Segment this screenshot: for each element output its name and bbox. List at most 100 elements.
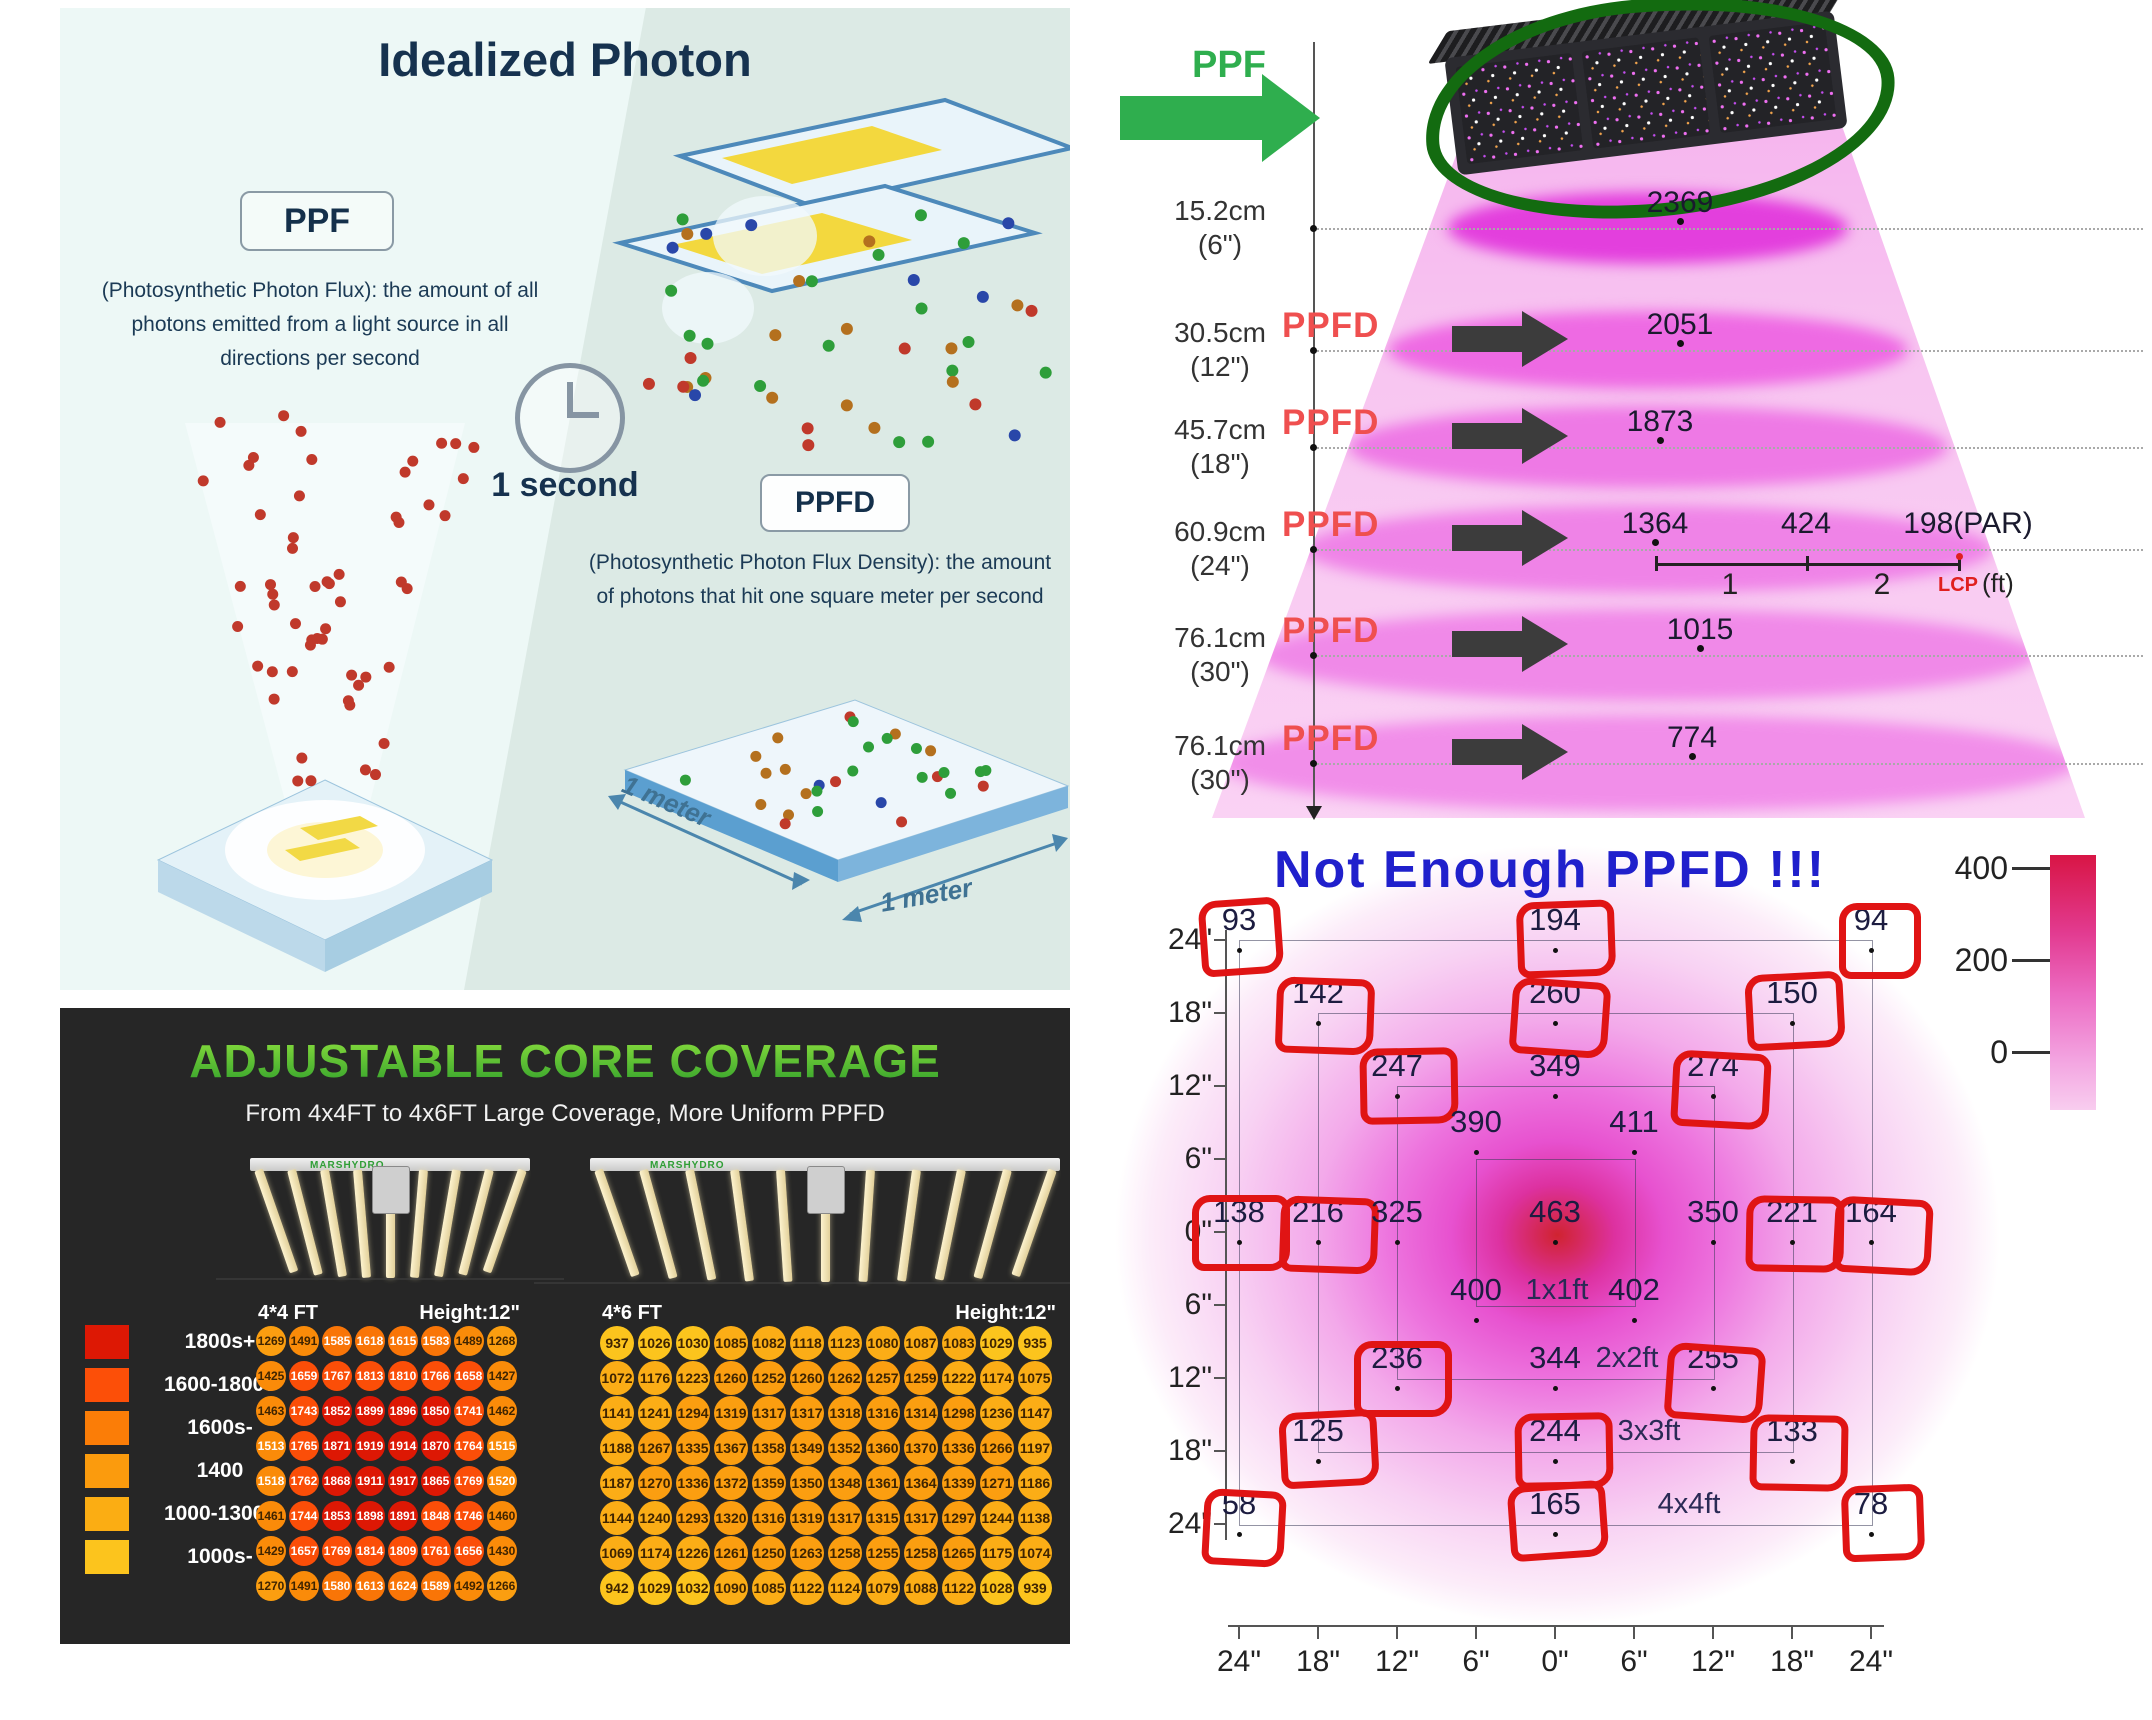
ppfd-arrow (1452, 739, 1522, 765)
lcp-dot (1956, 553, 1963, 560)
ppfd-cell: 1144 (600, 1501, 634, 1535)
ppfd-arrow-tip (1522, 408, 1568, 464)
photon-dot (214, 416, 226, 428)
photon-dot (243, 459, 255, 471)
x-axis-tick-label: 18" (1769, 1645, 1815, 1678)
fixture-crossbar (216, 1278, 564, 1280)
red-circle-annotation (1354, 1341, 1452, 1417)
ppfd-arrow-tip (1522, 616, 1568, 672)
photon-dot (346, 669, 358, 681)
light-bar (684, 1169, 717, 1281)
photon-dot (296, 752, 308, 764)
ppfd-cell: 1176 (638, 1361, 672, 1395)
ppf-description: (Photosynthetic Photon Flux): the amount… (101, 279, 539, 371)
ppfd-cell: 1175 (980, 1536, 1014, 1570)
ppfd-cell: 1293 (676, 1501, 710, 1535)
photon-dot (359, 764, 371, 776)
ppfd-arrow (1452, 525, 1522, 551)
photon-dot (676, 213, 689, 226)
ppfd-point-dot (1395, 1240, 1400, 1245)
ppfd-cell: 1030 (676, 1326, 710, 1360)
ppfd-arrow-tip (1522, 311, 1568, 367)
ppf-label: PPF (1192, 44, 1266, 86)
ppfd-cell: 1762 (289, 1466, 319, 1496)
ppf-green-arrow (1120, 96, 1262, 140)
ppf-green-arrow-tip (1262, 74, 1320, 162)
photon-dot (369, 769, 381, 781)
ppfd-value: 424 (1780, 507, 1832, 540)
ppfd-point-dot (1632, 1318, 1637, 1323)
photon-dot (769, 329, 782, 342)
legend-swatch (85, 1540, 129, 1574)
level-dotted-line (1313, 350, 2143, 352)
ppfd-cell: 1853 (322, 1501, 352, 1531)
ppf-label-box: PPF (240, 191, 394, 251)
measure-dot (1657, 437, 1664, 444)
x-axis-tick (1475, 1625, 1477, 1639)
ppfd-cell: 1317 (752, 1396, 786, 1430)
ppfd-cell: 1262 (828, 1361, 862, 1395)
y-axis-tick (1214, 1231, 1226, 1233)
ppfd-cell: 1236 (980, 1396, 1014, 1430)
ppfd-cell: 1315 (866, 1501, 900, 1535)
ppfd-label: PPFD (1282, 611, 1380, 650)
fixture-crossbar (533, 1282, 1070, 1284)
ppfd-cell: 1141 (600, 1396, 634, 1430)
coverage-box (1239, 940, 1873, 1526)
legend-row: 1000-1300s (85, 1497, 295, 1531)
ppfd-cell: 1072 (600, 1361, 634, 1395)
axis-point (1310, 444, 1317, 451)
axis-point (1310, 347, 1317, 354)
photon-dot (868, 421, 881, 434)
photon-dot (847, 716, 859, 728)
ppfd-cell: 1298 (942, 1396, 976, 1430)
ppfd-cell: 1809 (388, 1536, 418, 1566)
ppfd-point-dot (1316, 1021, 1321, 1026)
photon-dot (266, 666, 278, 678)
ppfd-point-value: 194 (1529, 902, 1581, 937)
light-bar (594, 1168, 640, 1278)
ppfd-cell: 1241 (638, 1396, 672, 1430)
ppfd-cell: 1263 (790, 1536, 824, 1570)
y-axis-tick (1214, 1085, 1226, 1087)
axis-point (1310, 546, 1317, 553)
ppfd-cell: 1370 (904, 1431, 938, 1465)
brand-logo: MARSHYDRO (650, 1160, 725, 1171)
heatmap-title: Not Enough PPFD !!! (1273, 841, 1827, 899)
ppfd-cell: 1174 (638, 1536, 672, 1570)
ppfd-cell: 937 (600, 1326, 634, 1360)
photon-dot (896, 816, 908, 828)
ppfd-cell: 1492 (454, 1571, 484, 1601)
ppfd-cell: 1615 (388, 1326, 418, 1356)
ppfd-point-value: 350 (1687, 1194, 1739, 1229)
photon-dot (872, 248, 885, 261)
ppfd-cell: 1336 (676, 1466, 710, 1500)
ppfd-cell: 1087 (904, 1326, 938, 1360)
coverage-title: ADJUSTABLE CORE COVERAGE (60, 1034, 1070, 1088)
ppfd-cell: 1138 (1018, 1501, 1052, 1535)
ppfd-cell: 1515 (487, 1431, 517, 1461)
photon-dot (679, 774, 691, 786)
ppfd-cell: 1258 (904, 1536, 938, 1570)
ppfd-cell: 1339 (942, 1466, 976, 1500)
legend-swatch (85, 1411, 129, 1445)
photon-dot (293, 490, 305, 502)
grid-4x4-height: Height:12" (419, 1302, 520, 1324)
x-axis-tick (1633, 1625, 1635, 1639)
photon-dot (305, 775, 317, 787)
clock-icon (515, 363, 625, 473)
ruler-tick-label: 2 (1873, 568, 1891, 601)
ppfd-cell: 1124 (828, 1571, 862, 1605)
ppfd-point-value: 260 (1529, 975, 1581, 1010)
photon-dot (436, 437, 448, 449)
meter-plate-edge (625, 770, 838, 882)
photon-dot (755, 799, 767, 811)
measure-dot (1677, 218, 1684, 225)
ppfd-cell: 1870 (421, 1431, 451, 1461)
photon-dot (295, 425, 307, 437)
ppfd-point-value: 150 (1766, 975, 1818, 1010)
ppfd-cell: 1270 (256, 1571, 286, 1601)
ppfd-point-value: 78 (1853, 1486, 1889, 1521)
ppfd-value: 774 (1666, 721, 1718, 754)
photon-dot (252, 660, 264, 672)
